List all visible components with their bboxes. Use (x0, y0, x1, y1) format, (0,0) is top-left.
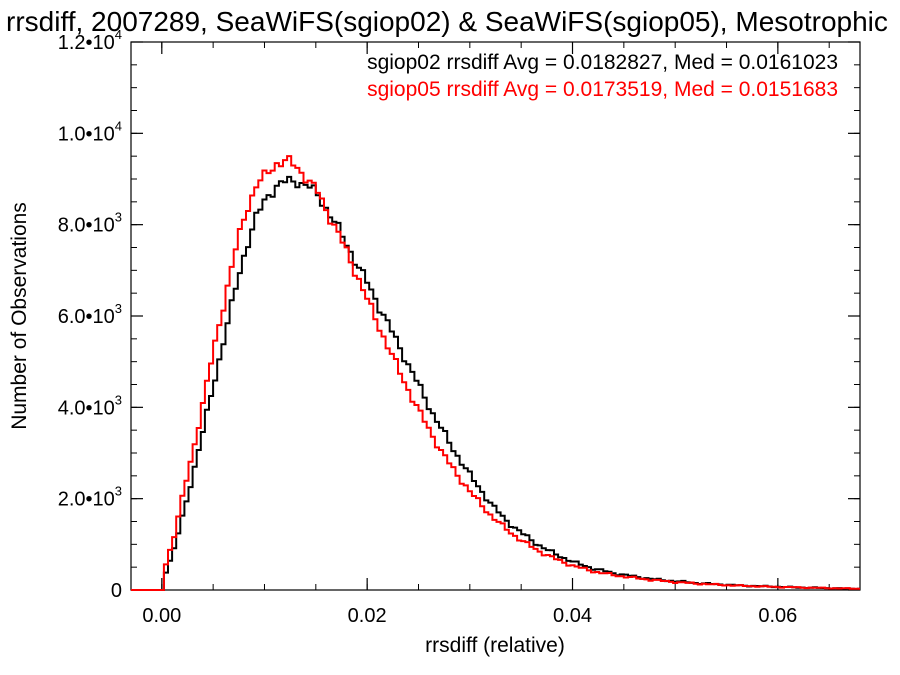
series-line-sgiop02 (131, 175, 860, 591)
series-layer (131, 155, 860, 591)
legend: sgiop02 rrsdiff Avg = 0.0182827, Med = 0… (367, 51, 838, 101)
legend-entry-sgiop02: sgiop02 rrsdiff Avg = 0.0182827, Med = 0… (367, 51, 838, 74)
series-line-sgiop05 (131, 155, 860, 591)
y-axis: 0 2.0•103 4.0•103 6.0•103 8.0•103 1.0•104 1.2•… (58, 27, 860, 602)
y-tick-label: 1.2•104 (58, 27, 122, 54)
x-tick-label: 0.06 (758, 605, 797, 627)
y-tick-label: 8.0•103 (58, 210, 122, 237)
x-axis: 0.00 0.02 0.04 0.06 (142, 42, 797, 627)
x-axis-label: rrsdiff (relative) (425, 634, 565, 657)
y-tick-label: 6.0•103 (58, 301, 122, 328)
chart-title: rrsdiff, 2007289, SeaWiFS(sgiop02) & Sea… (6, 6, 888, 37)
x-tick-label: 0.00 (142, 605, 181, 627)
x-tick-label: 0.02 (348, 605, 387, 627)
y-tick-label: 0 (111, 580, 122, 602)
y-tick-label: 4.0•103 (58, 392, 122, 419)
y-axis-label: Number of Observations (8, 202, 31, 430)
y-tick-label: 2.0•103 (58, 484, 122, 511)
y-tick-label: 1.0•104 (58, 118, 122, 145)
legend-entry-sgiop05: sgiop05 rrsdiff Avg = 0.0173519, Med = 0… (367, 78, 838, 101)
x-tick-label: 0.04 (553, 605, 592, 627)
